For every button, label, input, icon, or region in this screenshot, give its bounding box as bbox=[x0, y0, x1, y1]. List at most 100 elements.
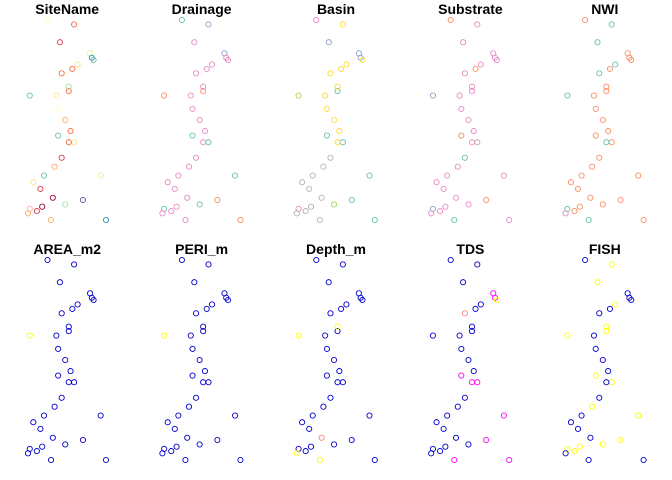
data-point bbox=[587, 194, 594, 201]
panel-title: NWI bbox=[591, 1, 618, 17]
data-point bbox=[201, 128, 208, 135]
data-point bbox=[307, 203, 315, 210]
data-point bbox=[578, 412, 585, 419]
data-point bbox=[428, 450, 435, 457]
data-point bbox=[599, 201, 606, 208]
data-point bbox=[474, 379, 481, 386]
data-point bbox=[58, 154, 65, 161]
data-point bbox=[444, 412, 451, 419]
data-point bbox=[454, 403, 461, 410]
data-point bbox=[24, 210, 32, 217]
data-point bbox=[470, 128, 477, 135]
data-point bbox=[237, 456, 244, 464]
data-point bbox=[49, 434, 56, 441]
data-point bbox=[189, 372, 196, 379]
data-point bbox=[58, 310, 65, 317]
data-point bbox=[185, 403, 193, 410]
data-point bbox=[474, 139, 481, 146]
data-point bbox=[90, 296, 97, 304]
data-point bbox=[201, 368, 208, 375]
data-point bbox=[203, 65, 210, 72]
data-point bbox=[65, 379, 72, 386]
data-point bbox=[465, 356, 472, 364]
data-point bbox=[451, 216, 458, 224]
data-point bbox=[196, 441, 203, 448]
data-point bbox=[592, 105, 599, 112]
data-point bbox=[102, 456, 110, 464]
data-point bbox=[214, 196, 221, 204]
data-point bbox=[452, 194, 460, 201]
data-point bbox=[62, 441, 69, 448]
data-point bbox=[327, 70, 334, 77]
data-point bbox=[161, 92, 168, 99]
data-point bbox=[640, 216, 647, 224]
data-point bbox=[585, 456, 592, 464]
data-point bbox=[470, 368, 477, 375]
data-point bbox=[24, 450, 32, 457]
data-point bbox=[506, 456, 513, 464]
data-point bbox=[461, 394, 468, 401]
panel-title: Substrate bbox=[438, 1, 503, 17]
data-point bbox=[334, 139, 341, 146]
data-point bbox=[330, 201, 338, 208]
data-point bbox=[437, 448, 444, 455]
data-point bbox=[458, 105, 465, 112]
data-point bbox=[608, 379, 615, 386]
data-point bbox=[474, 21, 481, 28]
data-point bbox=[187, 92, 194, 99]
data-point bbox=[564, 332, 571, 339]
data-point bbox=[306, 185, 313, 192]
data-point bbox=[442, 443, 449, 450]
data-point bbox=[578, 172, 585, 179]
data-point bbox=[587, 434, 594, 441]
data-point bbox=[39, 203, 46, 210]
data-point bbox=[330, 116, 338, 124]
data-point bbox=[359, 296, 366, 304]
data-point bbox=[232, 172, 239, 179]
data-point bbox=[606, 65, 613, 72]
data-point bbox=[205, 21, 212, 28]
data-point bbox=[474, 261, 481, 268]
facet-panel-peri-m: PERI_m bbox=[159, 241, 244, 464]
data-point bbox=[323, 372, 330, 379]
data-point bbox=[97, 172, 104, 179]
data-point bbox=[603, 323, 610, 330]
data-point bbox=[571, 448, 578, 455]
data-point bbox=[309, 172, 316, 179]
data-point bbox=[429, 92, 437, 99]
facet-panel-substrate: Substrate bbox=[428, 1, 513, 224]
data-point bbox=[102, 216, 110, 224]
data-point bbox=[53, 92, 60, 99]
data-point bbox=[224, 296, 232, 304]
panel-title: TDS bbox=[456, 241, 484, 257]
data-point bbox=[193, 310, 200, 317]
data-point bbox=[56, 39, 63, 46]
data-point bbox=[173, 203, 180, 210]
facet-panel-sitename: SiteName bbox=[24, 1, 110, 224]
data-point bbox=[196, 116, 203, 124]
data-point bbox=[299, 419, 306, 426]
data-point bbox=[184, 194, 191, 201]
data-point bbox=[500, 412, 507, 419]
panel-title: FISH bbox=[589, 241, 621, 257]
data-point bbox=[309, 412, 316, 419]
data-point bbox=[576, 443, 583, 450]
data-point bbox=[592, 132, 599, 139]
data-point bbox=[67, 368, 74, 375]
data-point bbox=[447, 16, 454, 24]
data-point bbox=[608, 139, 615, 146]
data-point bbox=[69, 65, 76, 72]
data-point bbox=[348, 436, 355, 444]
data-point bbox=[612, 301, 619, 308]
data-point bbox=[334, 323, 341, 330]
data-point bbox=[500, 172, 507, 179]
data-point bbox=[39, 443, 46, 450]
data-point bbox=[189, 105, 196, 112]
data-point bbox=[456, 92, 463, 99]
data-point bbox=[33, 208, 40, 215]
data-point bbox=[468, 323, 476, 330]
data-point bbox=[338, 65, 345, 72]
data-point bbox=[635, 172, 642, 179]
data-point bbox=[468, 379, 476, 386]
